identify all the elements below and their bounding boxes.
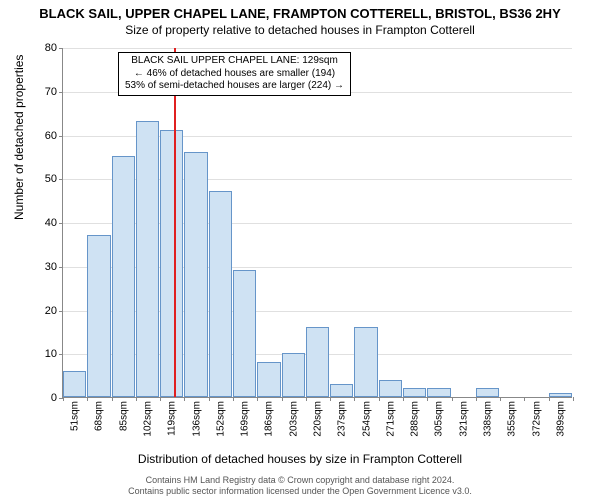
ytick-label: 70 (45, 86, 57, 98)
xtick-label: 203sqm (288, 401, 299, 437)
xtick-mark (379, 397, 380, 401)
annotation-line: 53% of semi-detached houses are larger (… (125, 80, 344, 93)
ytick-label: 40 (45, 217, 57, 229)
histogram-bar (63, 371, 86, 397)
footer-line-2: Contains public sector information licen… (0, 486, 600, 497)
xtick-label: 68sqm (94, 401, 105, 431)
xtick-mark (136, 397, 137, 401)
ytick-mark (59, 267, 63, 268)
xtick-mark (184, 397, 185, 401)
annotation-box: BLACK SAIL UPPER CHAPEL LANE: 129sqm← 46… (118, 52, 351, 96)
xtick-mark (330, 397, 331, 401)
ytick-label: 20 (45, 305, 57, 317)
xtick-mark (452, 397, 453, 401)
histogram-bar (112, 156, 135, 397)
xtick-mark (306, 397, 307, 401)
histogram-bar (403, 388, 426, 397)
histogram-bar (282, 353, 305, 397)
ytick-label: 0 (51, 392, 57, 404)
xtick-label: 102sqm (143, 401, 154, 437)
gridline (63, 48, 572, 49)
xtick-mark (233, 397, 234, 401)
ytick-mark (59, 311, 63, 312)
xtick-label: 271sqm (385, 401, 396, 437)
xtick-mark (112, 397, 113, 401)
ytick-label: 60 (45, 130, 57, 142)
xtick-label: 220sqm (313, 401, 324, 437)
chart-region: 0102030405060708051sqm68sqm85sqm102sqm11… (62, 48, 572, 398)
histogram-bar (549, 393, 572, 397)
xtick-mark (573, 397, 574, 401)
plot-area: 0102030405060708051sqm68sqm85sqm102sqm11… (62, 48, 572, 398)
ytick-mark (59, 354, 63, 355)
ytick-mark (59, 48, 63, 49)
y-axis-label: Number of detached properties (12, 55, 26, 220)
histogram-bar (184, 152, 207, 397)
xtick-label: 389sqm (555, 401, 566, 437)
ytick-mark (59, 136, 63, 137)
histogram-bar (330, 384, 353, 397)
ytick-label: 10 (45, 348, 57, 360)
histogram-bar (257, 362, 280, 397)
xtick-mark (427, 397, 428, 401)
xtick-mark (549, 397, 550, 401)
xtick-label: 237sqm (337, 401, 348, 437)
xtick-label: 321sqm (458, 401, 469, 437)
x-axis-label: Distribution of detached houses by size … (0, 452, 600, 466)
xtick-mark (500, 397, 501, 401)
histogram-bar (379, 380, 402, 398)
histogram-bar (476, 388, 499, 397)
xtick-label: 85sqm (118, 401, 129, 431)
ytick-label: 80 (45, 42, 57, 54)
xtick-label: 338sqm (483, 401, 494, 437)
xtick-mark (354, 397, 355, 401)
xtick-label: 372sqm (531, 401, 542, 437)
histogram-bar (136, 121, 159, 397)
xtick-label: 355sqm (507, 401, 518, 437)
xtick-label: 305sqm (434, 401, 445, 437)
xtick-mark (63, 397, 64, 401)
annotation-line: BLACK SAIL UPPER CHAPEL LANE: 129sqm (125, 55, 344, 68)
xtick-mark (476, 397, 477, 401)
xtick-label: 51sqm (70, 401, 81, 431)
xtick-mark (282, 397, 283, 401)
ytick-label: 30 (45, 261, 57, 273)
xtick-mark (524, 397, 525, 401)
histogram-bar (87, 235, 110, 397)
xtick-label: 169sqm (240, 401, 251, 437)
xtick-label: 186sqm (264, 401, 275, 437)
ytick-label: 50 (45, 173, 57, 185)
xtick-label: 152sqm (215, 401, 226, 437)
ytick-mark (59, 223, 63, 224)
histogram-bar (306, 327, 329, 397)
histogram-bar (209, 191, 232, 397)
xtick-mark (257, 397, 258, 401)
xtick-mark (403, 397, 404, 401)
ytick-mark (59, 179, 63, 180)
histogram-bar (427, 388, 450, 397)
footer-note: Contains HM Land Registry data © Crown c… (0, 475, 600, 497)
xtick-mark (87, 397, 88, 401)
chart-title-main: BLACK SAIL, UPPER CHAPEL LANE, FRAMPTON … (0, 0, 600, 21)
xtick-label: 119sqm (167, 401, 178, 436)
footer-line-1: Contains HM Land Registry data © Crown c… (0, 475, 600, 486)
annotation-line: ← 46% of detached houses are smaller (19… (125, 68, 344, 81)
xtick-mark (209, 397, 210, 401)
histogram-bar (354, 327, 377, 397)
xtick-mark (160, 397, 161, 401)
xtick-label: 288sqm (410, 401, 421, 437)
histogram-bar (160, 130, 183, 397)
xtick-label: 254sqm (361, 401, 372, 437)
xtick-label: 136sqm (191, 401, 202, 437)
ytick-mark (59, 92, 63, 93)
property-marker-line (174, 48, 176, 397)
chart-title-sub: Size of property relative to detached ho… (0, 21, 600, 37)
histogram-bar (233, 270, 256, 397)
